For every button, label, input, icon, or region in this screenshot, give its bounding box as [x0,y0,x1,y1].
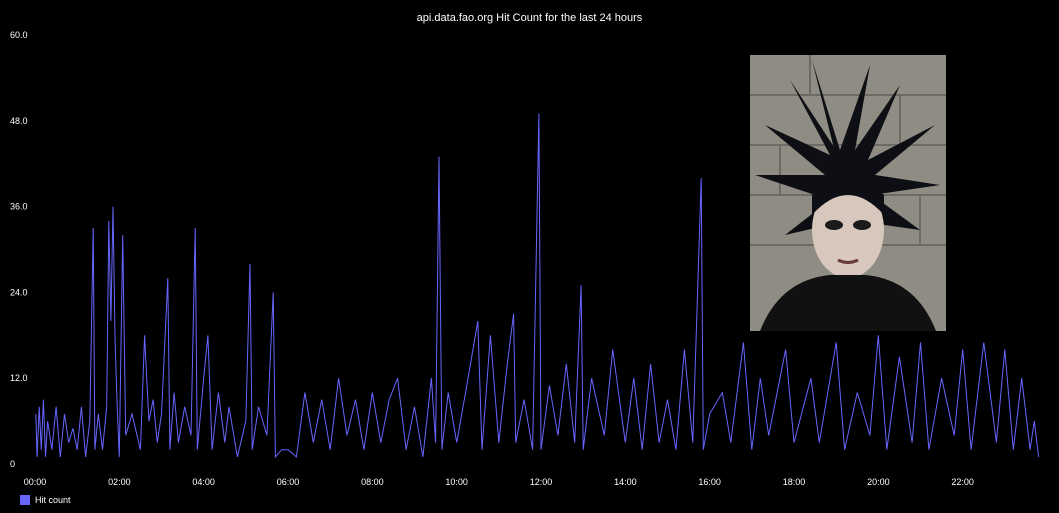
x-tick-label: 18:00 [783,477,806,487]
x-tick-label: 04:00 [192,477,215,487]
punk-portrait-photo [750,55,946,331]
x-tick-label: 10:00 [445,477,468,487]
x-tick-label: 22:00 [951,477,974,487]
x-tick-label: 20:00 [867,477,890,487]
y-tick-label: 12.0 [10,373,28,383]
legend-swatch [20,495,30,505]
series-line-hit-count [35,113,1040,459]
y-tick-label: 60.0 [10,30,28,40]
y-tick-label: 48.0 [10,116,28,126]
x-tick-label: 06:00 [277,477,300,487]
x-tick-label: 08:00 [361,477,384,487]
x-tick-label: 16:00 [698,477,721,487]
x-tick-label: 12:00 [530,477,553,487]
x-tick-label: 00:00 [24,477,47,487]
x-tick-label: 14:00 [614,477,637,487]
y-tick-label: 36.0 [10,202,28,212]
y-tick-label: 24.0 [10,287,28,297]
x-tick-label: 02:00 [108,477,131,487]
chart-title: api.data.fao.org Hit Count for the last … [416,12,643,24]
legend-label: Hit count [35,495,71,505]
legend: Hit count [20,495,71,505]
y-tick-label: 0 [10,459,15,469]
